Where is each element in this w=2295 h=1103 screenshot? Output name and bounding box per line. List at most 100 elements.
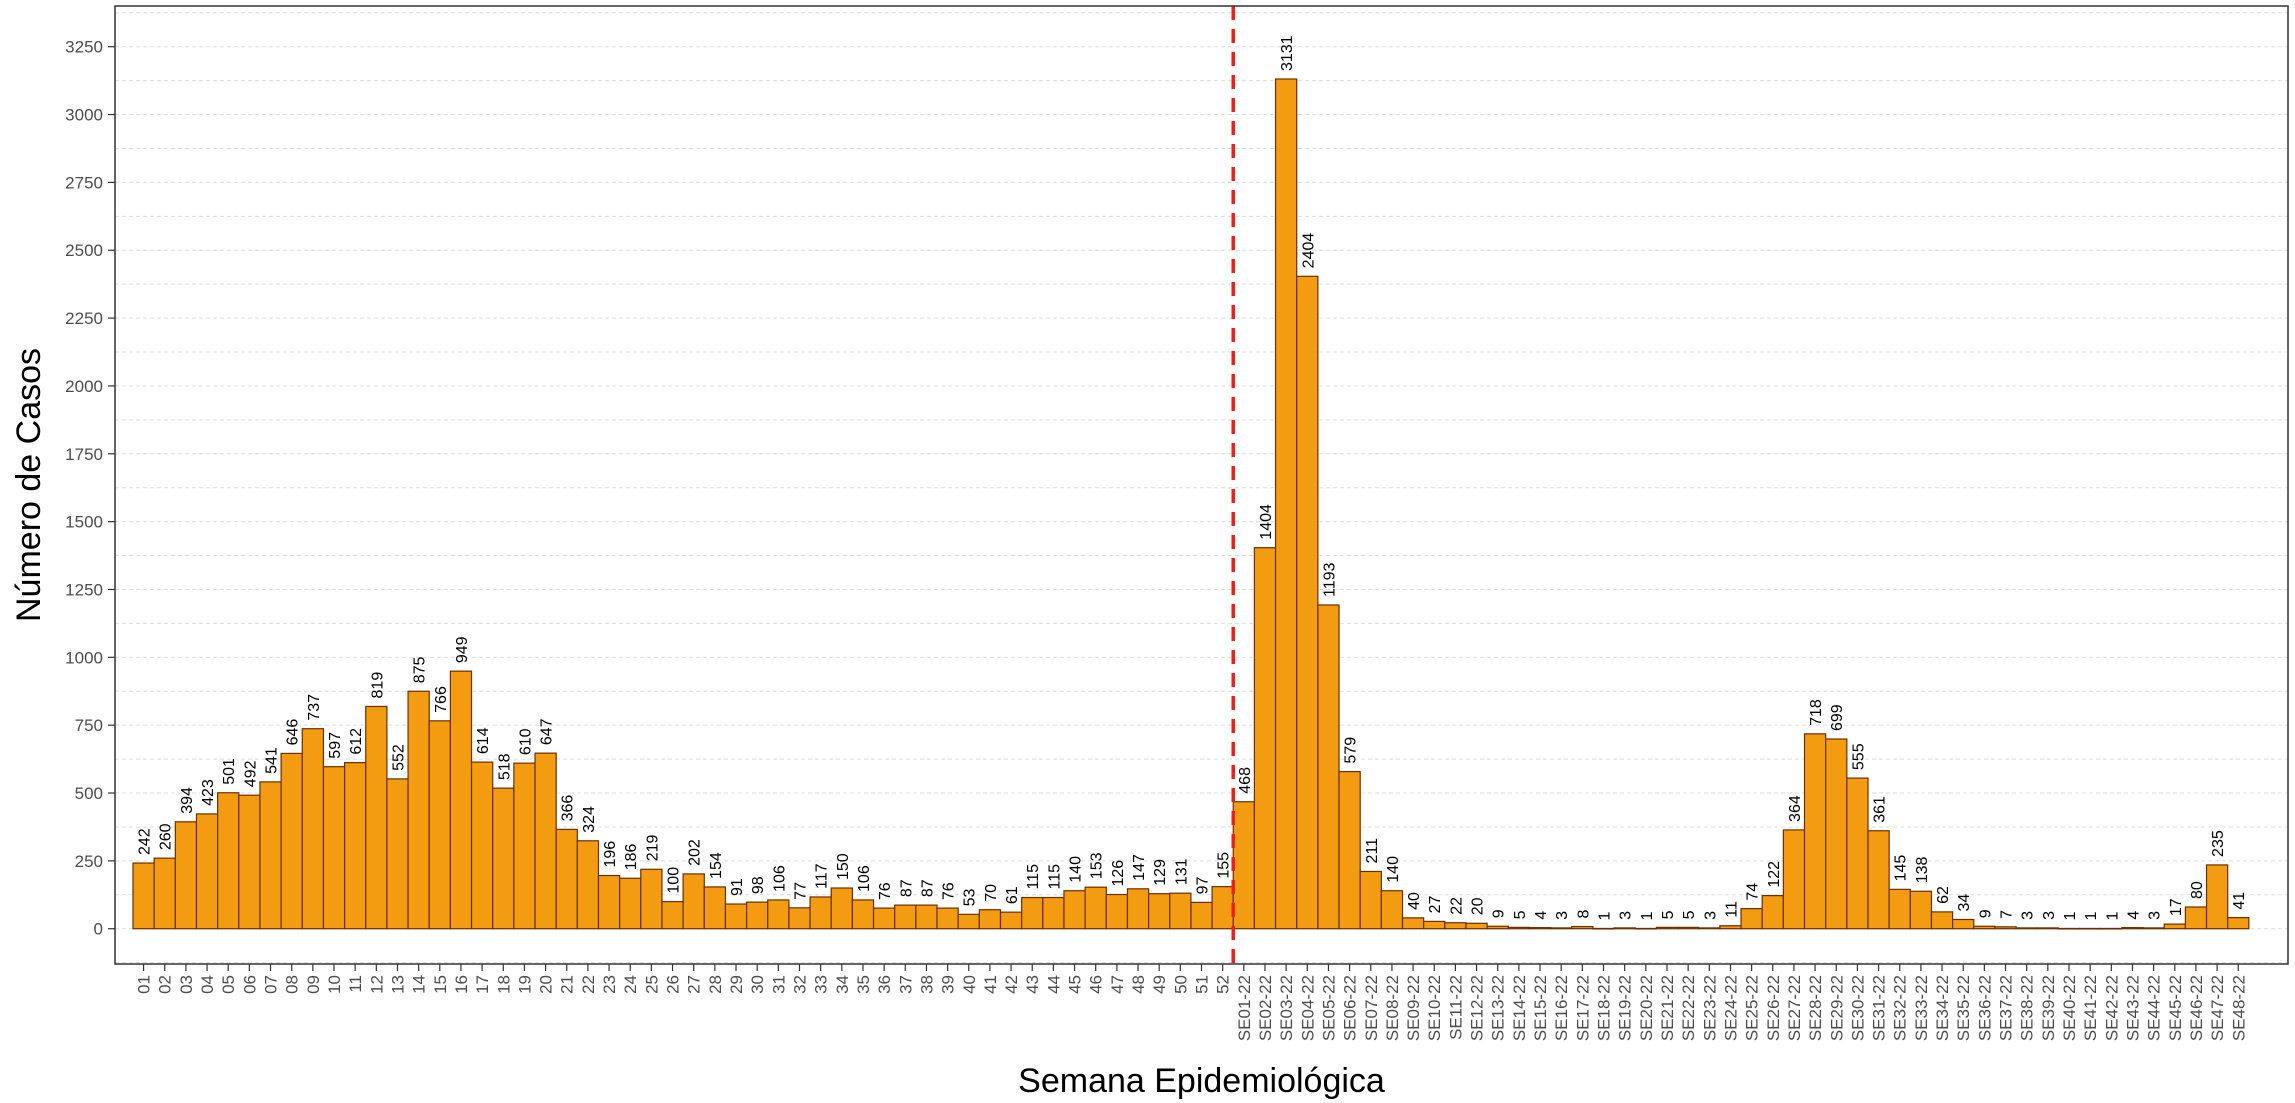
bar-value-label: 3 [2041,911,2058,920]
x-tick-label: SE03-22 [1277,975,1296,1041]
bar-value-label: 2404 [1300,233,1317,269]
bar [407,690,430,930]
bar [2015,927,2038,930]
bar [1740,908,1763,930]
x-tick-label: SE14-22 [1510,975,1529,1041]
bar [1930,911,1954,930]
x-tick-label: 50 [1171,975,1190,994]
bar [1655,926,1679,930]
x-tick-label: 03 [177,975,196,994]
bar-value-label: 131 [1173,858,1190,885]
bar-value-label: 76 [941,882,958,900]
x-tick-label: 44 [1044,975,1063,994]
bar [576,840,600,930]
x-tick-label: 15 [431,975,450,994]
bar-value-label: 77 [792,882,809,900]
bar [1190,901,1213,930]
x-tick-label: 04 [198,975,217,994]
x-tick-label: SE19-22 [1616,975,1635,1041]
bar [1042,896,1065,930]
bar-value-label: 7 [1999,910,2016,919]
bar [428,720,451,930]
x-tick-label: 25 [642,975,661,994]
bar [915,904,938,930]
bar [1084,886,1107,930]
bar-value-label: 186 [623,843,640,870]
bar [1253,547,1277,930]
x-tick-label: SE25-22 [1743,975,1762,1041]
bar [682,873,705,930]
x-tick-label: 31 [769,975,788,994]
x-tick-label: SE38-22 [2018,975,2037,1041]
x-tick-label: SE36-22 [1975,975,1994,1041]
bar [1021,896,1044,930]
bar [1888,888,1911,930]
bar [1465,922,1488,930]
bar [1126,888,1150,930]
bar [1063,890,1086,930]
bar [322,766,346,930]
x-tick-label: SE33-22 [1912,975,1931,1041]
x-tick-label: SE11-22 [1446,975,1465,1040]
bar-value-label: 219 [644,834,661,861]
y-axis-title: Número de Casos [10,348,48,622]
bar-value-label: 3 [2147,911,2164,920]
x-tick-label: SE35-22 [1954,975,1973,1041]
bar [767,899,790,930]
bar-value-label: 61 [1004,886,1021,904]
bars [132,78,2250,930]
y-tick-label: 1250 [65,580,103,599]
x-axis-title: Semana Epidemiológica [1018,1062,1385,1100]
bar-value-label: 235 [2210,830,2227,857]
x-tick-label: SE47-22 [2208,975,2227,1041]
y-axis-ticks: 0 250 500 750 1000 1250 1500 1750 2000 2250 2500 27… [65,38,115,939]
bar [1634,927,1658,930]
x-tick-label: 22 [579,975,598,994]
x-tick-label: 52 [1214,975,1233,994]
x-tick-label: 46 [1087,975,1106,994]
y-tick-label: 2250 [65,309,103,328]
bar [343,762,367,930]
bar-value-label: 150 [835,853,852,880]
bar [1359,870,1382,930]
bar [259,781,282,930]
bar-value-label: 612 [348,728,365,755]
bar [1782,829,1806,930]
x-tick-label: SE10-22 [1425,975,1444,1041]
bar [788,907,811,930]
bar-value-label: 647 [539,718,556,745]
bar-value-label: 518 [496,753,513,780]
bar-value-label: 501 [221,758,238,785]
x-tick-label: SE22-22 [1679,975,1698,1041]
x-tick-label: SE06-22 [1341,975,1360,1041]
bar [153,857,176,930]
bar-value-label: 3131 [1279,35,1296,71]
bar [1825,738,1848,930]
bar-value-label: 766 [433,686,450,713]
bar-value-label: 646 [285,719,302,746]
bar-value-label: 53 [962,888,979,906]
bar-value-label: 8 [1575,910,1592,919]
y-tick-label: 1500 [65,513,103,532]
x-tick-label: SE24-22 [1721,975,1740,1041]
x-tick-label: 36 [875,975,894,994]
x-tick-label: SE23-22 [1700,975,1719,1041]
bar-value-label: 1 [2104,911,2121,920]
bar [280,752,303,930]
x-tick-label: 06 [240,975,259,994]
x-tick-label: 48 [1129,975,1148,994]
x-tick-label: SE44-22 [2145,975,2164,1041]
bar-value-label: 40 [1406,892,1423,910]
bar [1105,893,1129,930]
bar [2057,927,2081,930]
bar [1148,893,1171,930]
x-tick-label: 35 [854,975,873,994]
bar-value-label: 122 [1766,861,1783,888]
bar-value-label: 27 [1427,895,1444,913]
bar [534,752,557,930]
bar [1952,918,1975,930]
bar-value-label: 4 [2125,911,2142,920]
bar-value-label: 260 [158,823,175,850]
bar [1486,925,1509,930]
